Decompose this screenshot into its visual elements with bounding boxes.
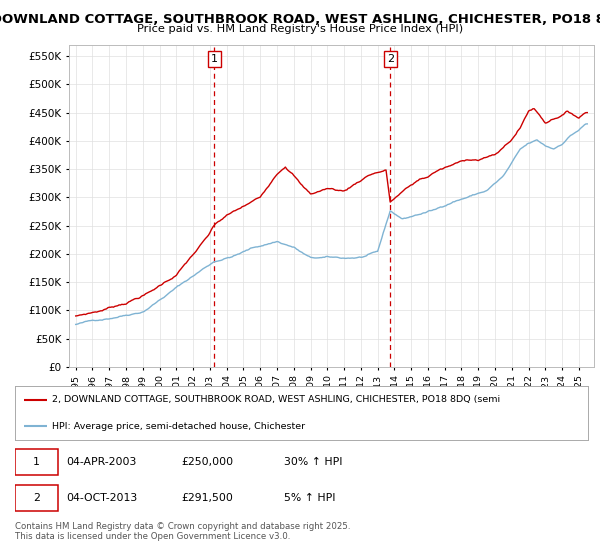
Text: HPI: Average price, semi-detached house, Chichester: HPI: Average price, semi-detached house,…: [52, 422, 305, 431]
Text: Contains HM Land Registry data © Crown copyright and database right 2025.
This d: Contains HM Land Registry data © Crown c…: [15, 522, 350, 542]
FancyBboxPatch shape: [15, 449, 58, 475]
Text: 04-OCT-2013: 04-OCT-2013: [67, 493, 138, 503]
Text: 2: 2: [33, 493, 40, 503]
Text: 04-APR-2003: 04-APR-2003: [67, 457, 137, 467]
Text: £291,500: £291,500: [181, 493, 233, 503]
Text: 30% ↑ HPI: 30% ↑ HPI: [284, 457, 343, 467]
Text: 2: 2: [386, 54, 394, 64]
Text: 1: 1: [33, 457, 40, 467]
Text: 1: 1: [211, 54, 218, 64]
Text: £250,000: £250,000: [181, 457, 233, 467]
Text: Price paid vs. HM Land Registry's House Price Index (HPI): Price paid vs. HM Land Registry's House …: [137, 24, 463, 34]
Text: 2, DOWNLAND COTTAGE, SOUTHBROOK ROAD, WEST ASHLING, CHICHESTER, PO18 8DQ (semi: 2, DOWNLAND COTTAGE, SOUTHBROOK ROAD, WE…: [52, 395, 500, 404]
Text: 5% ↑ HPI: 5% ↑ HPI: [284, 493, 336, 503]
FancyBboxPatch shape: [15, 486, 58, 511]
Text: 2, DOWNLAND COTTAGE, SOUTHBROOK ROAD, WEST ASHLING, CHICHESTER, PO18 8DQ: 2, DOWNLAND COTTAGE, SOUTHBROOK ROAD, WE…: [0, 13, 600, 26]
